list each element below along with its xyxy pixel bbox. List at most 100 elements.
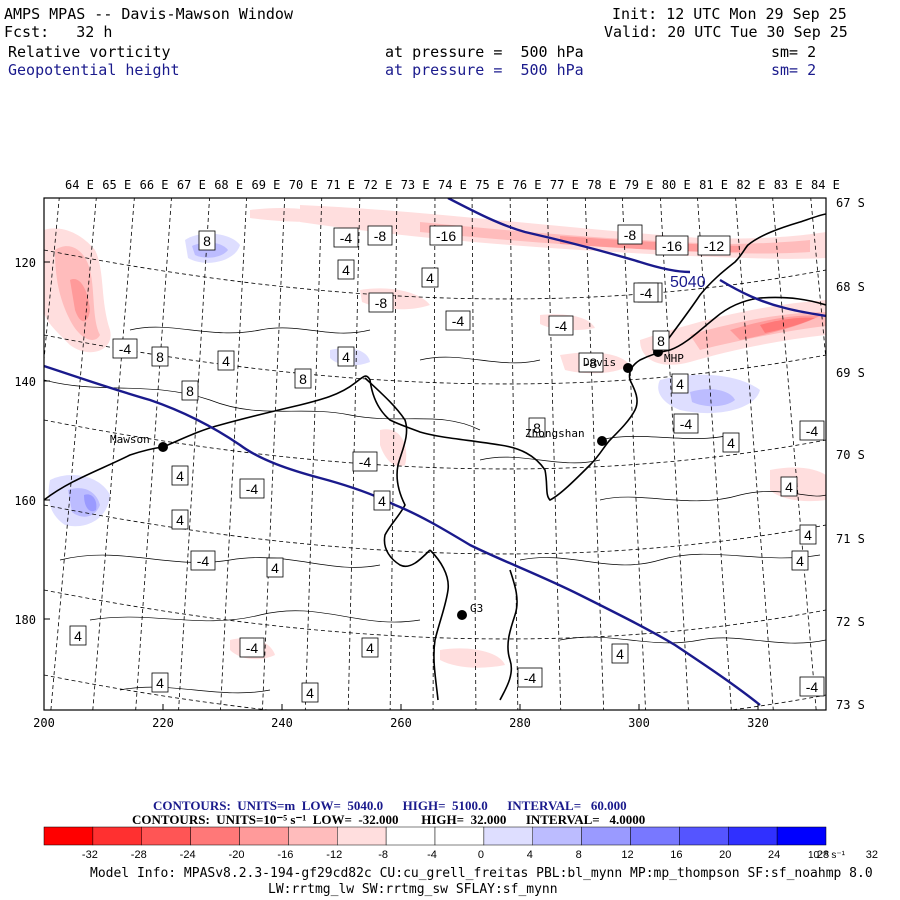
contour-label: 4 (722, 432, 740, 453)
contour-label-text: 4 (804, 527, 812, 543)
contour-label: -8 (367, 225, 393, 246)
contour-label: -8 (617, 224, 643, 245)
lon-label: 67 E (177, 178, 206, 192)
contour-label-text: -4 (340, 230, 353, 246)
vorticity-contours (44, 326, 826, 694)
contour-label-text: 4 (796, 553, 804, 569)
contour-label: -4 (352, 451, 378, 472)
color-bar-tick: 0 (478, 849, 484, 861)
station-label: Mawson (110, 433, 150, 446)
contour-label-text: -8 (585, 355, 598, 371)
contour-label: 4 (337, 346, 355, 367)
contour-label-text: 8 (299, 371, 307, 387)
contour-label-text: 4 (156, 675, 164, 691)
map-frame (43, 197, 827, 711)
station-label: MHP (664, 352, 684, 365)
color-bar-tick: 16 (670, 849, 682, 861)
contour-label: -4 (548, 315, 574, 336)
color-bar-swatch (679, 826, 729, 846)
lon-label: 70 E (289, 178, 318, 192)
lon-label: 64 E (65, 178, 94, 192)
contour-label-text: -4 (806, 679, 819, 695)
contour-label-text: -4 (680, 416, 693, 432)
contour-value-labels: 8-4-8-16-8-16-1244-8-4-4-8-48448884-44-4… (69, 224, 825, 703)
contour-label: 4 (780, 476, 798, 497)
init-time: Init: 12 UTC Mon 29 Sep 25 (612, 5, 847, 23)
contour-label-text: 4 (342, 262, 350, 278)
color-bar-swatch (92, 826, 142, 846)
color-bar-tick: 4 (527, 849, 533, 861)
x-axis-label: 260 (390, 716, 412, 730)
lon-label: 78 E (587, 178, 616, 192)
height-contour-5040 (44, 198, 826, 706)
contour-label: -4 (799, 420, 825, 441)
contour-label-text: -4 (640, 285, 653, 301)
contour-label: 4 (69, 625, 87, 646)
color-bar-tick: 24 (768, 849, 780, 861)
color-bar-tick: -8 (378, 849, 388, 861)
contour-label: -16 (655, 235, 689, 256)
x-axis-label: 220 (152, 716, 174, 730)
field1-name: Relative vorticity (8, 43, 171, 61)
contour-label: 8 (652, 330, 670, 351)
contour-label: -4 (799, 676, 825, 697)
color-bar-tick-labels: -32 -28 -24 -20 -16 -12 -8 -4 0 4 8 12 16 20 24 28 32 10⁻… (82, 849, 878, 861)
lon-label: 71 E (326, 178, 355, 192)
contour-label-text: -4 (524, 670, 537, 686)
contour-label-text: -4 (359, 454, 372, 470)
y-axis-label: 140 (14, 375, 36, 389)
contour-label: 4 (671, 373, 689, 394)
station-label: G3 (470, 602, 483, 615)
contour-label: 4 (373, 490, 391, 511)
plot-title: AMPS MPAS -- Davis-Mawson Window (4, 5, 293, 23)
contour-label: 4 (171, 465, 189, 486)
field1-smooth: sm= 2 (771, 43, 817, 61)
station-marker-mawson (158, 442, 168, 452)
x-axis-label: 240 (271, 716, 293, 730)
contour-label: 4 (611, 643, 629, 664)
lat-label: 71 S (836, 532, 865, 546)
color-bar-swatch (434, 826, 485, 846)
color-bar-swatch (43, 826, 94, 846)
x-axis-label: 320 (747, 716, 769, 730)
contour-label-text: -4 (555, 318, 568, 334)
lon-label: 83 E (774, 178, 803, 192)
color-bar-swatch (630, 826, 680, 846)
contour-label: 4 (421, 267, 439, 288)
contour-label: 8 (294, 368, 312, 389)
lon-label: 74 E (438, 178, 467, 192)
contour-label-text: 4 (426, 270, 434, 286)
color-bar-tick: -4 (427, 849, 437, 861)
color-bar-tick: -12 (326, 849, 342, 861)
contour-label: -16 (429, 225, 463, 246)
lat-label: 73 S (836, 698, 865, 712)
lat-label: 68 S (836, 280, 865, 294)
lon-label: 80 E (662, 178, 691, 192)
contour-label-text: 4 (176, 512, 184, 528)
contour-label-text: 8 (186, 383, 194, 399)
contour-label-text: 4 (366, 640, 374, 656)
contour-label: 4 (361, 637, 379, 658)
color-bar-swatch (337, 826, 387, 846)
contour-label-text: 4 (176, 468, 184, 484)
color-bar-swatch (239, 826, 289, 846)
contour-label: 4 (301, 682, 319, 703)
lon-label: 81 E (699, 178, 728, 192)
lon-label: 69 E (252, 178, 281, 192)
contour-label: -4 (239, 478, 265, 499)
lat-label: 70 S (836, 448, 865, 462)
contour-label-text: -4 (246, 481, 259, 497)
lon-label: 65 E (102, 178, 131, 192)
contour-label: 4 (171, 509, 189, 530)
color-bar-tick: 8 (576, 849, 582, 861)
station-marker-zhongshan (597, 436, 607, 446)
height-contour-info: CONTOURS: UNITS=m LOW= 5040.0 HIGH= 5100… (153, 798, 627, 813)
contour-label-text: 4 (785, 479, 793, 495)
contour-label: 8 (151, 346, 169, 367)
color-bar-swatch (776, 826, 827, 846)
x-axis-label: 280 (509, 716, 531, 730)
x-axis-label: 200 (33, 716, 55, 730)
color-bar-tick: 12 (621, 849, 633, 861)
contour-label-text: -8 (375, 295, 388, 311)
